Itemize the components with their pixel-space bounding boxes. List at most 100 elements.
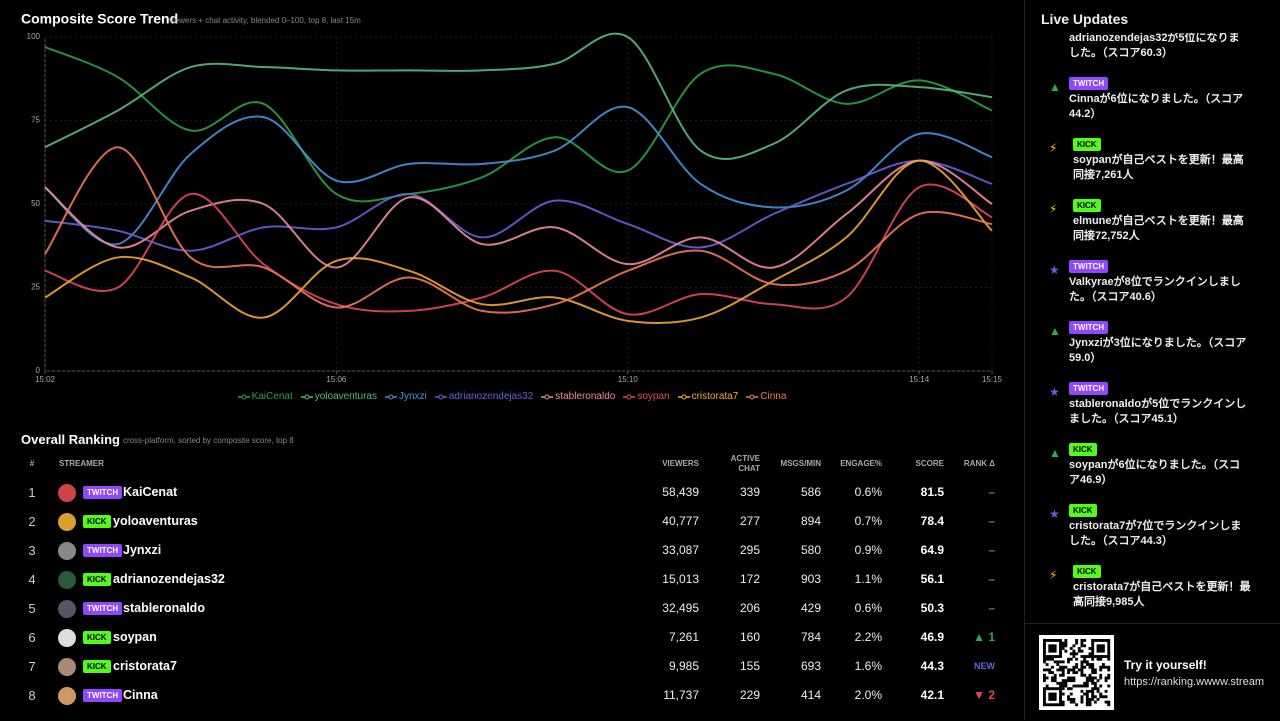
qr-cell	[1067, 657, 1070, 661]
feed-icon: ▲	[1049, 324, 1061, 338]
qr-cell	[1069, 668, 1073, 672]
feed-icon: ★	[1049, 385, 1060, 399]
qr-cell	[1088, 665, 1092, 669]
qr-cell	[1072, 697, 1076, 701]
qr-cell	[1051, 665, 1054, 669]
qr-cell	[1080, 684, 1084, 688]
legend-dot	[438, 394, 444, 399]
rank-delta: –	[988, 514, 995, 528]
legend-label: cristorata7	[691, 391, 739, 402]
engagement: 0.6%	[854, 601, 882, 615]
qr-cell	[1091, 663, 1095, 666]
qr-cell	[1051, 695, 1054, 699]
qr-cell	[1085, 663, 1089, 666]
qr-cell	[1107, 665, 1111, 669]
qr-cell	[1043, 703, 1046, 707]
series-line	[44, 105, 993, 246]
avatar	[58, 484, 76, 502]
streamer-name: Jynxzi	[123, 543, 162, 557]
qr-cell	[1107, 641, 1111, 645]
qr-cell	[1093, 700, 1097, 704]
qr-cell	[1099, 673, 1103, 677]
qr-cell	[1093, 655, 1097, 658]
legend-label: Jynxzi	[398, 391, 427, 402]
column-header: SCORE	[915, 459, 944, 468]
platform-badge: KICK	[1073, 138, 1101, 151]
qr-cell	[1093, 639, 1097, 642]
series-line	[44, 183, 993, 316]
qr-cell	[1067, 687, 1070, 691]
rank-delta: NEW	[974, 661, 995, 671]
qr-cell	[1043, 692, 1046, 696]
qr-cell	[1085, 684, 1089, 688]
qr-cell	[1051, 703, 1054, 707]
qr-cell	[1077, 649, 1081, 653]
qr-cell	[1053, 695, 1057, 699]
msgs-per-min: 894	[800, 514, 821, 528]
avatar	[58, 600, 76, 618]
legend-label: Cinna	[760, 391, 787, 402]
qr-cell	[1080, 671, 1084, 675]
streamer-name: KaiCenat	[123, 485, 178, 499]
qr-cell	[1099, 684, 1103, 688]
qr-cell	[1043, 641, 1046, 645]
qr-cell	[1043, 673, 1046, 677]
legend-marker	[237, 394, 250, 399]
qr-cell	[1051, 697, 1054, 701]
qr-cell	[1091, 671, 1095, 675]
qr-cell	[1059, 660, 1062, 664]
qr-cell	[1056, 687, 1060, 691]
viewers: 9,985	[668, 659, 699, 673]
viewers: 32,495	[662, 601, 699, 615]
series-line	[44, 146, 993, 314]
qr-cell	[1043, 700, 1046, 704]
qr-cell	[1083, 684, 1087, 688]
score: 81.5	[920, 485, 944, 499]
qr-cell	[1088, 700, 1092, 704]
qr-cell	[1069, 679, 1073, 683]
qr-cell	[1099, 692, 1103, 696]
avatar	[58, 687, 76, 705]
qr-cell	[1059, 644, 1062, 648]
qr-cell	[1080, 689, 1084, 693]
qr-cell	[1107, 649, 1111, 653]
active-chat: 155	[739, 659, 760, 673]
y-tick-label: 25	[31, 283, 40, 292]
qr-cell	[1045, 639, 1049, 642]
qr-cell	[1045, 703, 1049, 707]
qr-cell	[1043, 660, 1046, 664]
qr-cell	[1080, 700, 1084, 704]
qr-cell	[1048, 697, 1052, 701]
qr-cell	[1045, 676, 1049, 680]
qr-cell	[1059, 695, 1062, 699]
qr-cell	[1051, 687, 1054, 691]
qr-cell	[1080, 641, 1084, 645]
qr-cell	[1059, 689, 1062, 693]
qr-cell	[1053, 647, 1057, 650]
engagement: 0.9%	[854, 543, 882, 557]
qr-cell	[1043, 639, 1046, 642]
platform-badge: KICK	[83, 631, 111, 644]
legend-item: Jynxzi	[384, 391, 427, 402]
qr-cell	[1107, 684, 1111, 688]
feed-icon: ⚡	[1049, 568, 1058, 582]
qr-cell	[1048, 703, 1052, 707]
qr-cell	[1048, 655, 1052, 658]
promo: Try it yourself! https://ranking.wwww.st…	[1025, 623, 1280, 721]
legend-item: KaiCenat	[237, 391, 293, 402]
qr-cell	[1085, 660, 1089, 664]
promo-url[interactable]: https://ranking.wwww.stream	[1124, 676, 1264, 688]
qr-cell	[1093, 668, 1097, 672]
qr-cell	[1088, 689, 1092, 693]
qr-cell	[1051, 692, 1054, 696]
qr-cell	[1043, 676, 1046, 680]
engagement: 1.6%	[854, 659, 882, 673]
ranking-title: Overall Ranking	[21, 432, 120, 447]
qr-cell	[1061, 681, 1065, 685]
qr-cell	[1059, 639, 1062, 642]
qr-cell	[1099, 676, 1103, 680]
qr-cell	[1080, 660, 1084, 664]
legend-marker	[434, 394, 447, 399]
qr-cell	[1059, 673, 1062, 677]
platform-badge: TWITCH	[83, 486, 123, 499]
